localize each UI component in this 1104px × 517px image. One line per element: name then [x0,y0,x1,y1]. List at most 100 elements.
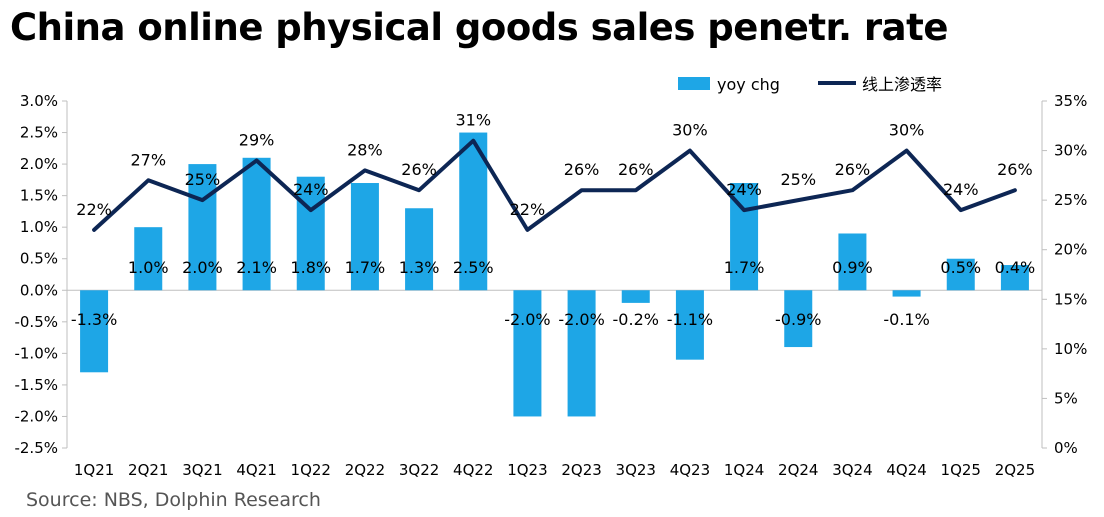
left-tick-label: 0.0% [20,281,58,299]
legend-label-line: 线上渗透率 [862,75,942,94]
bar-3Q23 [621,290,650,303]
x-tick-label: 3Q24 [832,461,872,479]
bar-3Q21 [188,164,217,291]
source-note: Source: NBS, Dolphin Research [26,489,321,511]
bar-label-4Q21: 2.1% [236,258,277,277]
bar-1Q22 [296,176,325,291]
right-tick-label: 35% [1054,92,1087,110]
x-tick-label: 1Q23 [507,461,547,479]
right-tick-label: 15% [1054,290,1087,308]
bar-label-2Q24: -0.9% [775,310,821,329]
x-tick-label: 2Q25 [995,461,1035,479]
x-tick-label: 3Q23 [616,461,656,479]
line-label-2Q24: 25% [780,170,816,189]
x-tick-label: 1Q24 [724,461,764,479]
line-label-1Q21: 22% [76,200,112,219]
bar-label-1Q25: 0.5% [940,258,981,277]
bar-2Q21 [134,227,163,291]
bar-1Q23 [513,290,542,417]
line-label-4Q21: 29% [239,130,275,149]
bar-2Q22 [350,183,379,291]
line-label-1Q23: 22% [510,200,546,219]
bar-label-2Q25: 0.4% [995,258,1036,277]
right-tick-label: 20% [1054,241,1087,259]
bar-2Q25 [1000,265,1029,291]
left-tick-label: -2.0% [14,407,58,425]
bar-2Q24 [784,290,813,348]
x-tick-label: 4Q24 [886,461,926,479]
left-tick-label: 1.0% [20,218,58,236]
bar-label-4Q23: -1.1% [667,310,713,329]
bar-2Q23 [567,290,596,417]
bar-label-3Q21: 2.0% [182,258,223,277]
line-label-1Q25: 24% [943,180,979,199]
x-tick-label: 1Q25 [941,461,981,479]
bar-label-1Q21: -1.3% [71,310,117,329]
legend-label-bar: yoy chg [717,75,780,94]
x-tick-label: 2Q24 [778,461,818,479]
right-tick-label: 0% [1054,439,1078,457]
bar-1Q25 [946,258,975,291]
bar-label-1Q23: -2.0% [504,310,550,329]
line-label-3Q21: 25% [185,170,221,189]
right-tick-label: 5% [1054,389,1078,407]
x-tick-label: 1Q22 [291,461,331,479]
bar-label-2Q22: 1.7% [345,258,386,277]
line-label-1Q22: 24% [293,180,329,199]
left-tick-label: -2.5% [14,439,58,457]
bar-label-1Q22: 1.8% [290,258,331,277]
bar-3Q24 [838,233,867,291]
axes: 3.0% 2.5% 2.0% 1.5% 1.0% 0.5% 0.0% -0.5% -1.0% -1… [14,92,1087,457]
x-tick-label: 4Q21 [236,461,276,479]
chart-title: China online physical goods sales penetr… [10,6,948,49]
left-tick-label: 2.5% [20,124,58,142]
x-tick-label: 4Q22 [453,461,493,479]
legend-swatch-bar [678,77,710,90]
left-tick-label: -1.0% [14,344,58,362]
right-tick-label: 25% [1054,191,1087,209]
x-tick-label: 4Q23 [670,461,710,479]
x-tick-label: 3Q21 [182,461,222,479]
bar-label-2Q23: -2.0% [558,310,604,329]
line-label-2Q25: 26% [997,160,1033,179]
line-label-2Q23: 26% [564,160,600,179]
bar-1Q21 [80,290,109,373]
line-label-3Q24: 26% [835,160,871,179]
bar-label-4Q24: -0.1% [883,310,929,329]
bar-label-4Q22: 2.5% [453,258,494,277]
bar-4Q23 [675,290,704,360]
x-tick-label: 2Q22 [345,461,385,479]
line-label-2Q22: 28% [347,140,383,159]
left-tick-label: 3.0% [20,92,58,110]
line-label-3Q22: 26% [401,160,437,179]
left-tick-label: 2.0% [20,155,58,173]
bar-label-3Q23: -0.2% [613,310,659,329]
bar-data-labels: -1.3% 1.0% 2.0% 2.1% 1.8% 1.7% 1.3% 2.5% -2.0% -2… [71,258,1035,329]
line-label-3Q23: 26% [618,160,654,179]
line-label-4Q23: 30% [672,121,708,140]
line-path [92,138,1017,232]
line-label-4Q24: 30% [889,121,925,140]
line-data-labels: 22% 27% 25% 29% 24% 28% 26% 31% 22% 26% 26% 30% 24% 2… [76,111,1032,219]
bar-label-3Q24: 0.9% [832,258,873,277]
bar-4Q24 [892,290,921,297]
right-tick-label: 30% [1054,142,1087,160]
x-tick-label: 1Q21 [74,461,114,479]
line-label-4Q22: 31% [455,111,491,130]
left-tick-label: 1.5% [20,187,58,205]
left-tick-label: 0.5% [20,250,58,268]
line-series [92,138,1017,232]
bar-label-3Q22: 1.3% [399,258,440,277]
bar-label-2Q21: 1.0% [128,258,169,277]
bar-series [80,132,1029,417]
x-tick-label: 3Q22 [399,461,439,479]
x-tick-label: 2Q21 [128,461,168,479]
left-tick-label: -0.5% [14,313,58,331]
x-tick-label: 2Q23 [561,461,601,479]
x-tick-labels: 1Q21 2Q21 3Q21 4Q21 1Q22 2Q22 3Q22 4Q22 1Q23 2Q23… [74,461,1035,479]
line-label-1Q24: 24% [726,180,762,199]
right-tick-label: 10% [1054,340,1087,358]
legend: yoy chg 线上渗透率 [678,75,942,94]
bar-3Q22 [405,208,434,291]
